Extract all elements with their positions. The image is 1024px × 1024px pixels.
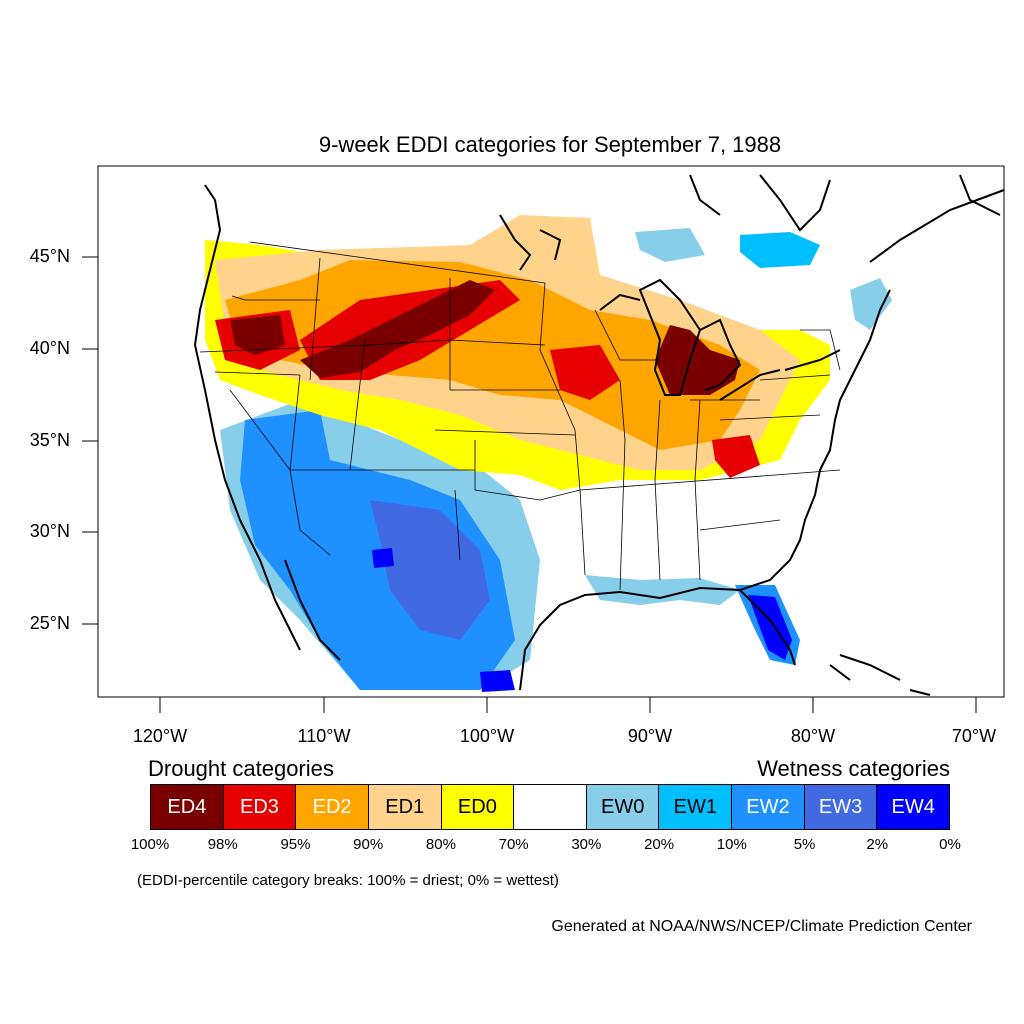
lat-label: 40°N bbox=[29, 338, 70, 358]
map-frame bbox=[97, 165, 1005, 698]
lon-ticks bbox=[159, 697, 977, 713]
legend-break-label: 0% bbox=[939, 836, 961, 853]
lon-label: 100°W bbox=[459, 726, 515, 746]
category-legend: ED4 ED3 ED2 ED1 ED0 EW0 EW1 EW2 EW3 EW4 bbox=[150, 784, 950, 830]
lat-label: 30°N bbox=[29, 521, 70, 541]
wet-gulf-ew0 bbox=[585, 575, 740, 605]
credit-line: Generated at NOAA/NWS/NCEP/Climate Predi… bbox=[551, 918, 972, 935]
category-note: (EDDI-percentile category breaks: 100% =… bbox=[137, 872, 559, 889]
legend-swatch: EW1 bbox=[659, 785, 733, 829]
wet-southwest-ew3 bbox=[370, 500, 490, 640]
legend-break-label: 80% bbox=[425, 836, 456, 853]
lon-label: 110°W bbox=[297, 726, 351, 746]
dry-ed4-michigan bbox=[655, 325, 740, 395]
legend-swatch: EW4 bbox=[877, 785, 950, 829]
wet-mexico-ew4 bbox=[480, 670, 515, 692]
map-title: 9-week EDDI categories for September 7, … bbox=[318, 132, 782, 157]
dry-ed3-ohio-valley bbox=[712, 435, 760, 478]
legend-break-label: 10% bbox=[716, 836, 747, 853]
drought-categories-title: Drought categories bbox=[148, 756, 334, 781]
lat-label: 45°N bbox=[29, 246, 70, 266]
legend-swatch: EW0 bbox=[586, 785, 660, 829]
lon-label: 80°W bbox=[790, 726, 836, 746]
legend-swatch: ED1 bbox=[368, 785, 442, 829]
legend-break-label: 20% bbox=[644, 836, 675, 853]
legend-swatch bbox=[514, 785, 587, 829]
coastlines bbox=[193, 174, 1004, 691]
lat-label: 25°N bbox=[29, 613, 70, 633]
legend-swatch: EW2 bbox=[732, 785, 805, 829]
dry-ed4-plains bbox=[300, 280, 495, 378]
wet-nm-ew4 bbox=[372, 548, 394, 568]
lat-label: 35°N bbox=[29, 430, 70, 450]
dry-ed4-oregon bbox=[230, 315, 285, 355]
legend-swatch: ED3 bbox=[223, 785, 297, 829]
legend-swatch: ED2 bbox=[296, 785, 369, 829]
caribbean-islands bbox=[829, 654, 931, 696]
lon-label: 70°W bbox=[951, 726, 997, 746]
wet-quebec-ew1 bbox=[740, 232, 820, 268]
wetness-categories-title: Wetness categories bbox=[757, 756, 950, 781]
legend-break-label: 98% bbox=[207, 836, 238, 853]
legend-swatch: ED0 bbox=[441, 785, 515, 829]
lat-ticks bbox=[82, 256, 98, 625]
legend-break-label: 95% bbox=[280, 836, 311, 853]
legend-break-label: 5% bbox=[793, 836, 816, 853]
state-boundaries bbox=[199, 241, 841, 591]
legend-swatch: EW3 bbox=[804, 785, 878, 829]
legend-swatch: ED4 bbox=[151, 785, 224, 829]
legend-break-label: 100% bbox=[130, 836, 170, 853]
dry-ed3-iowa bbox=[550, 345, 620, 400]
legend-break-label: 90% bbox=[353, 836, 384, 853]
legend-break-label: 30% bbox=[571, 836, 602, 853]
lon-label: 120°W bbox=[132, 726, 188, 746]
lon-label: 90°W bbox=[627, 726, 673, 746]
wet-ontario-ew0 bbox=[635, 228, 705, 262]
legend-break-label: 2% bbox=[866, 836, 889, 853]
wet-maine-ew0 bbox=[850, 278, 892, 330]
wet-florida-ew4 bbox=[748, 595, 792, 660]
legend-break-label: 70% bbox=[498, 836, 529, 853]
